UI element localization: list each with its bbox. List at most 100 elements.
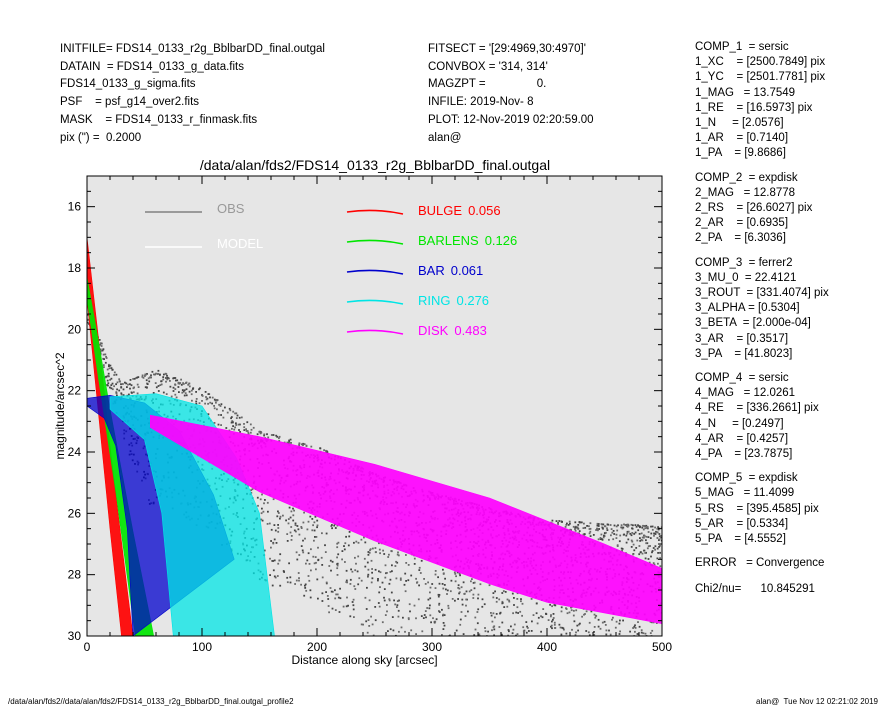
obs-point: [356, 570, 359, 573]
series-band-disk: [150, 414, 662, 625]
obs-point: [631, 527, 634, 530]
obs-point: [559, 647, 561, 649]
obs-point: [656, 547, 659, 550]
obs-point: [620, 524, 623, 527]
obs-point: [534, 638, 536, 640]
obs-point: [506, 605, 509, 608]
obs-point: [470, 650, 472, 652]
obs-point: [368, 551, 371, 554]
obs-point: [260, 518, 263, 521]
obs-point: [597, 625, 600, 628]
obs-point: [499, 611, 502, 614]
obs-point: [635, 547, 638, 549]
obs-point: [644, 552, 647, 554]
obs-point: [303, 443, 306, 445]
obs-point: [220, 414, 222, 416]
obs-point: [651, 621, 653, 624]
obs-point: [558, 638, 560, 640]
obs-point: [630, 546, 633, 548]
obs-point: [652, 562, 655, 564]
obs-point: [243, 423, 245, 425]
footer-timestamp: alan@ Tue Nov 12 02:21:02 2019: [756, 697, 878, 706]
legend-fraction: 0.126: [485, 233, 518, 248]
obs-point: [585, 642, 587, 644]
obs-point: [224, 406, 226, 409]
obs-point: [569, 528, 572, 531]
obs-point: [362, 623, 364, 626]
obs-point: [132, 378, 135, 380]
obs-point: [487, 630, 489, 633]
obs-point: [508, 630, 510, 633]
legend-fraction: 0.483: [454, 323, 487, 338]
obs-point: [520, 598, 522, 600]
obs-point: [159, 373, 161, 376]
obs-point: [550, 615, 552, 618]
obs-point: [612, 538, 615, 541]
obs-point: [598, 528, 600, 530]
obs-point: [326, 451, 329, 454]
obs-point: [649, 545, 651, 547]
obs-point: [588, 621, 591, 624]
obs-point: [320, 556, 323, 559]
obs-point: [547, 619, 550, 621]
obs-point: [387, 630, 389, 632]
obs-point: [405, 562, 408, 564]
obs-point: [303, 511, 305, 514]
obs-point: [504, 591, 507, 593]
y-tick-label: 28: [68, 568, 82, 582]
obs-point: [167, 376, 169, 379]
obs-point: [107, 372, 110, 375]
obs-point: [115, 373, 118, 376]
obs-point: [122, 388, 125, 391]
obs-point: [389, 628, 392, 631]
obs-point: [623, 523, 625, 526]
obs-point: [367, 553, 370, 556]
obs-point: [370, 559, 373, 562]
obs-point: [213, 398, 216, 401]
obs-point: [446, 589, 449, 592]
obs-point: [493, 637, 495, 639]
obs-point: [279, 517, 281, 520]
obs-point: [636, 539, 639, 542]
obs-point: [589, 530, 592, 533]
header-mid-block: FITSECT = '[29:4969,30:4970]' CONVBOX = '…: [428, 41, 594, 147]
obs-point: [105, 357, 108, 359]
obs-point: [183, 394, 186, 397]
obs-point: [336, 564, 339, 567]
obs-point: [315, 536, 318, 538]
component-line: 4_AR = [0.4257]: [695, 432, 789, 445]
obs-point: [477, 641, 479, 643]
obs-point: [447, 604, 450, 607]
legend-name: BARLENS: [418, 233, 479, 248]
obs-point: [441, 583, 444, 585]
obs-point: [434, 573, 437, 576]
obs-point: [381, 638, 383, 640]
obs-point: [113, 374, 116, 376]
obs-point: [574, 529, 577, 532]
obs-point: [152, 392, 155, 394]
obs-point: [640, 532, 643, 535]
obs-point: [111, 382, 114, 385]
obs-point: [384, 614, 387, 616]
obs-point: [557, 523, 559, 525]
obs-point: [310, 445, 313, 448]
obs-point: [259, 498, 262, 501]
obs-point: [533, 641, 535, 643]
obs-point: [420, 615, 423, 617]
obs-point: [568, 650, 570, 652]
obs-point: [416, 640, 418, 642]
obs-point: [313, 529, 316, 532]
obs-point: [575, 637, 577, 639]
obs-point: [249, 431, 252, 434]
obs-point: [325, 449, 327, 452]
obs-point: [511, 644, 513, 646]
obs-point: [551, 627, 553, 630]
obs-point: [442, 568, 444, 571]
obs-point: [266, 433, 268, 436]
obs-point: [233, 428, 236, 431]
obs-point: [374, 640, 376, 642]
obs-point: [626, 650, 628, 652]
header-line: MASK = FDS14_0133_r_finmask.fits: [60, 113, 258, 126]
obs-point: [510, 648, 512, 650]
obs-point: [634, 531, 637, 534]
